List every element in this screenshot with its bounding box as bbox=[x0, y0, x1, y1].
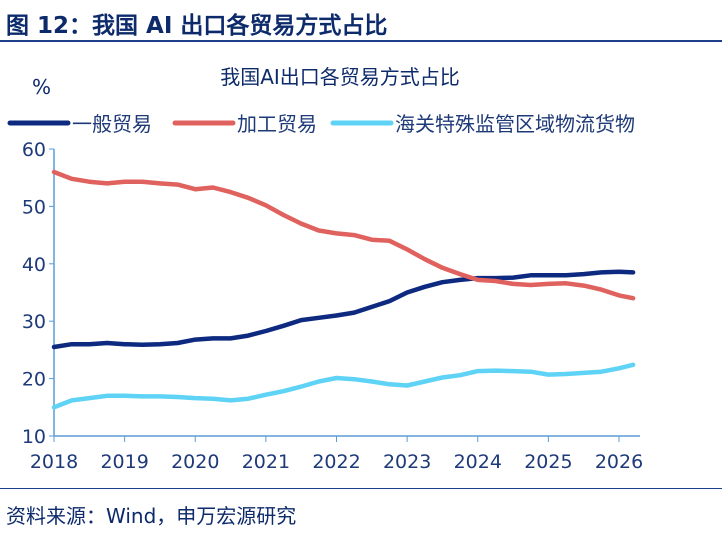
axes: 10 20 30 40 50 60 2018 2019 2020 2021 2022 2023 2024… bbox=[22, 139, 643, 473]
y-tick-label: 20 bbox=[22, 369, 46, 391]
y-axis-unit: % bbox=[32, 75, 51, 99]
series-line bbox=[51, 269, 636, 350]
x-tick-label: 2018 bbox=[30, 451, 78, 473]
y-tick-label: 50 bbox=[22, 196, 46, 218]
source-note: 资料来源：Wind，申万宏源研究 bbox=[6, 504, 297, 528]
x-tick-label: 2026 bbox=[595, 451, 643, 473]
x-tick-label: 2025 bbox=[524, 451, 572, 473]
chart-title: 我国AI出口各贸易方式占比 bbox=[220, 65, 460, 89]
legend: 一般贸易 加工贸易 海关特殊监管区域物流货物 bbox=[7, 112, 635, 136]
y-tick-label: 30 bbox=[22, 311, 46, 333]
legend-label: 海关特殊监管区域物流货物 bbox=[395, 112, 635, 136]
x-tick-label: 2023 bbox=[383, 451, 431, 473]
x-tick-label: 2021 bbox=[242, 451, 290, 473]
x-tick-label: 2022 bbox=[312, 451, 360, 473]
source-divider bbox=[0, 488, 722, 489]
x-tick-label: 2020 bbox=[171, 451, 219, 473]
x-tick-label: 2024 bbox=[454, 451, 502, 473]
legend-label: 一般贸易 bbox=[72, 112, 152, 136]
y-tick-label: 40 bbox=[22, 254, 46, 276]
title-divider bbox=[0, 40, 722, 42]
y-tick-label: 60 bbox=[22, 139, 46, 161]
series-line bbox=[51, 362, 636, 410]
x-tick-label: 2019 bbox=[100, 451, 148, 473]
y-tick-label: 10 bbox=[22, 426, 46, 448]
figure-title: 图 12：我国 AI 出口各贸易方式占比 bbox=[6, 13, 388, 39]
series-lines bbox=[51, 169, 636, 410]
series-line bbox=[51, 169, 636, 301]
legend-label: 加工贸易 bbox=[237, 112, 317, 136]
